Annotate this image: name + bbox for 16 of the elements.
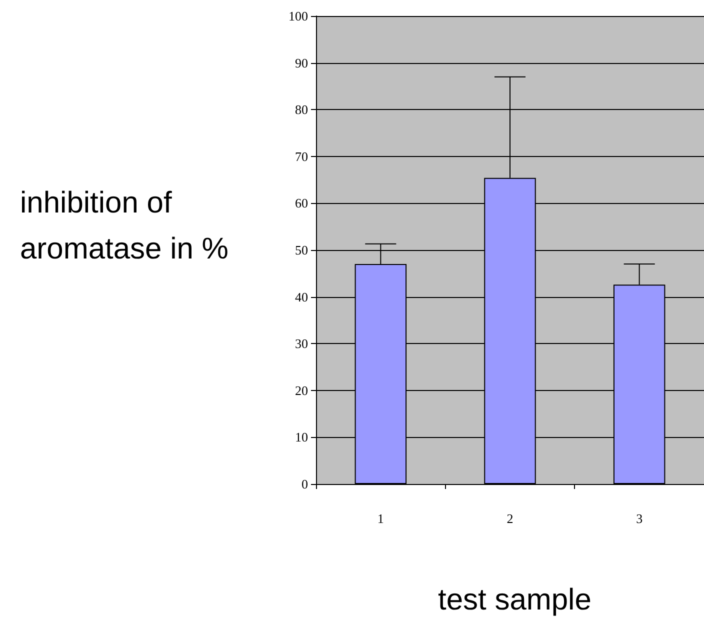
- y-tick-label: 10: [295, 430, 308, 445]
- y-tick-label: 0: [302, 476, 308, 492]
- y-tick-label: 40: [295, 289, 308, 304]
- y-tick-label: 20: [295, 382, 308, 398]
- y-tick-label: 80: [295, 102, 308, 118]
- x-tick-label: 2: [506, 511, 514, 526]
- y-tick-label: 70: [295, 148, 308, 164]
- y-axis-title: inhibition of aromatase in %: [20, 186, 228, 266]
- y-tick-label: 90: [295, 55, 308, 70]
- y-tick-label: 60: [295, 196, 308, 211]
- y-tick-label: 100: [288, 8, 308, 24]
- y-tick-label: 50: [295, 242, 308, 258]
- y-tick-label: 30: [295, 336, 308, 352]
- x-axis-title: test sample: [438, 584, 592, 616]
- x-tick-label: 1: [377, 511, 384, 526]
- x-tick-label: 3: [636, 511, 643, 526]
